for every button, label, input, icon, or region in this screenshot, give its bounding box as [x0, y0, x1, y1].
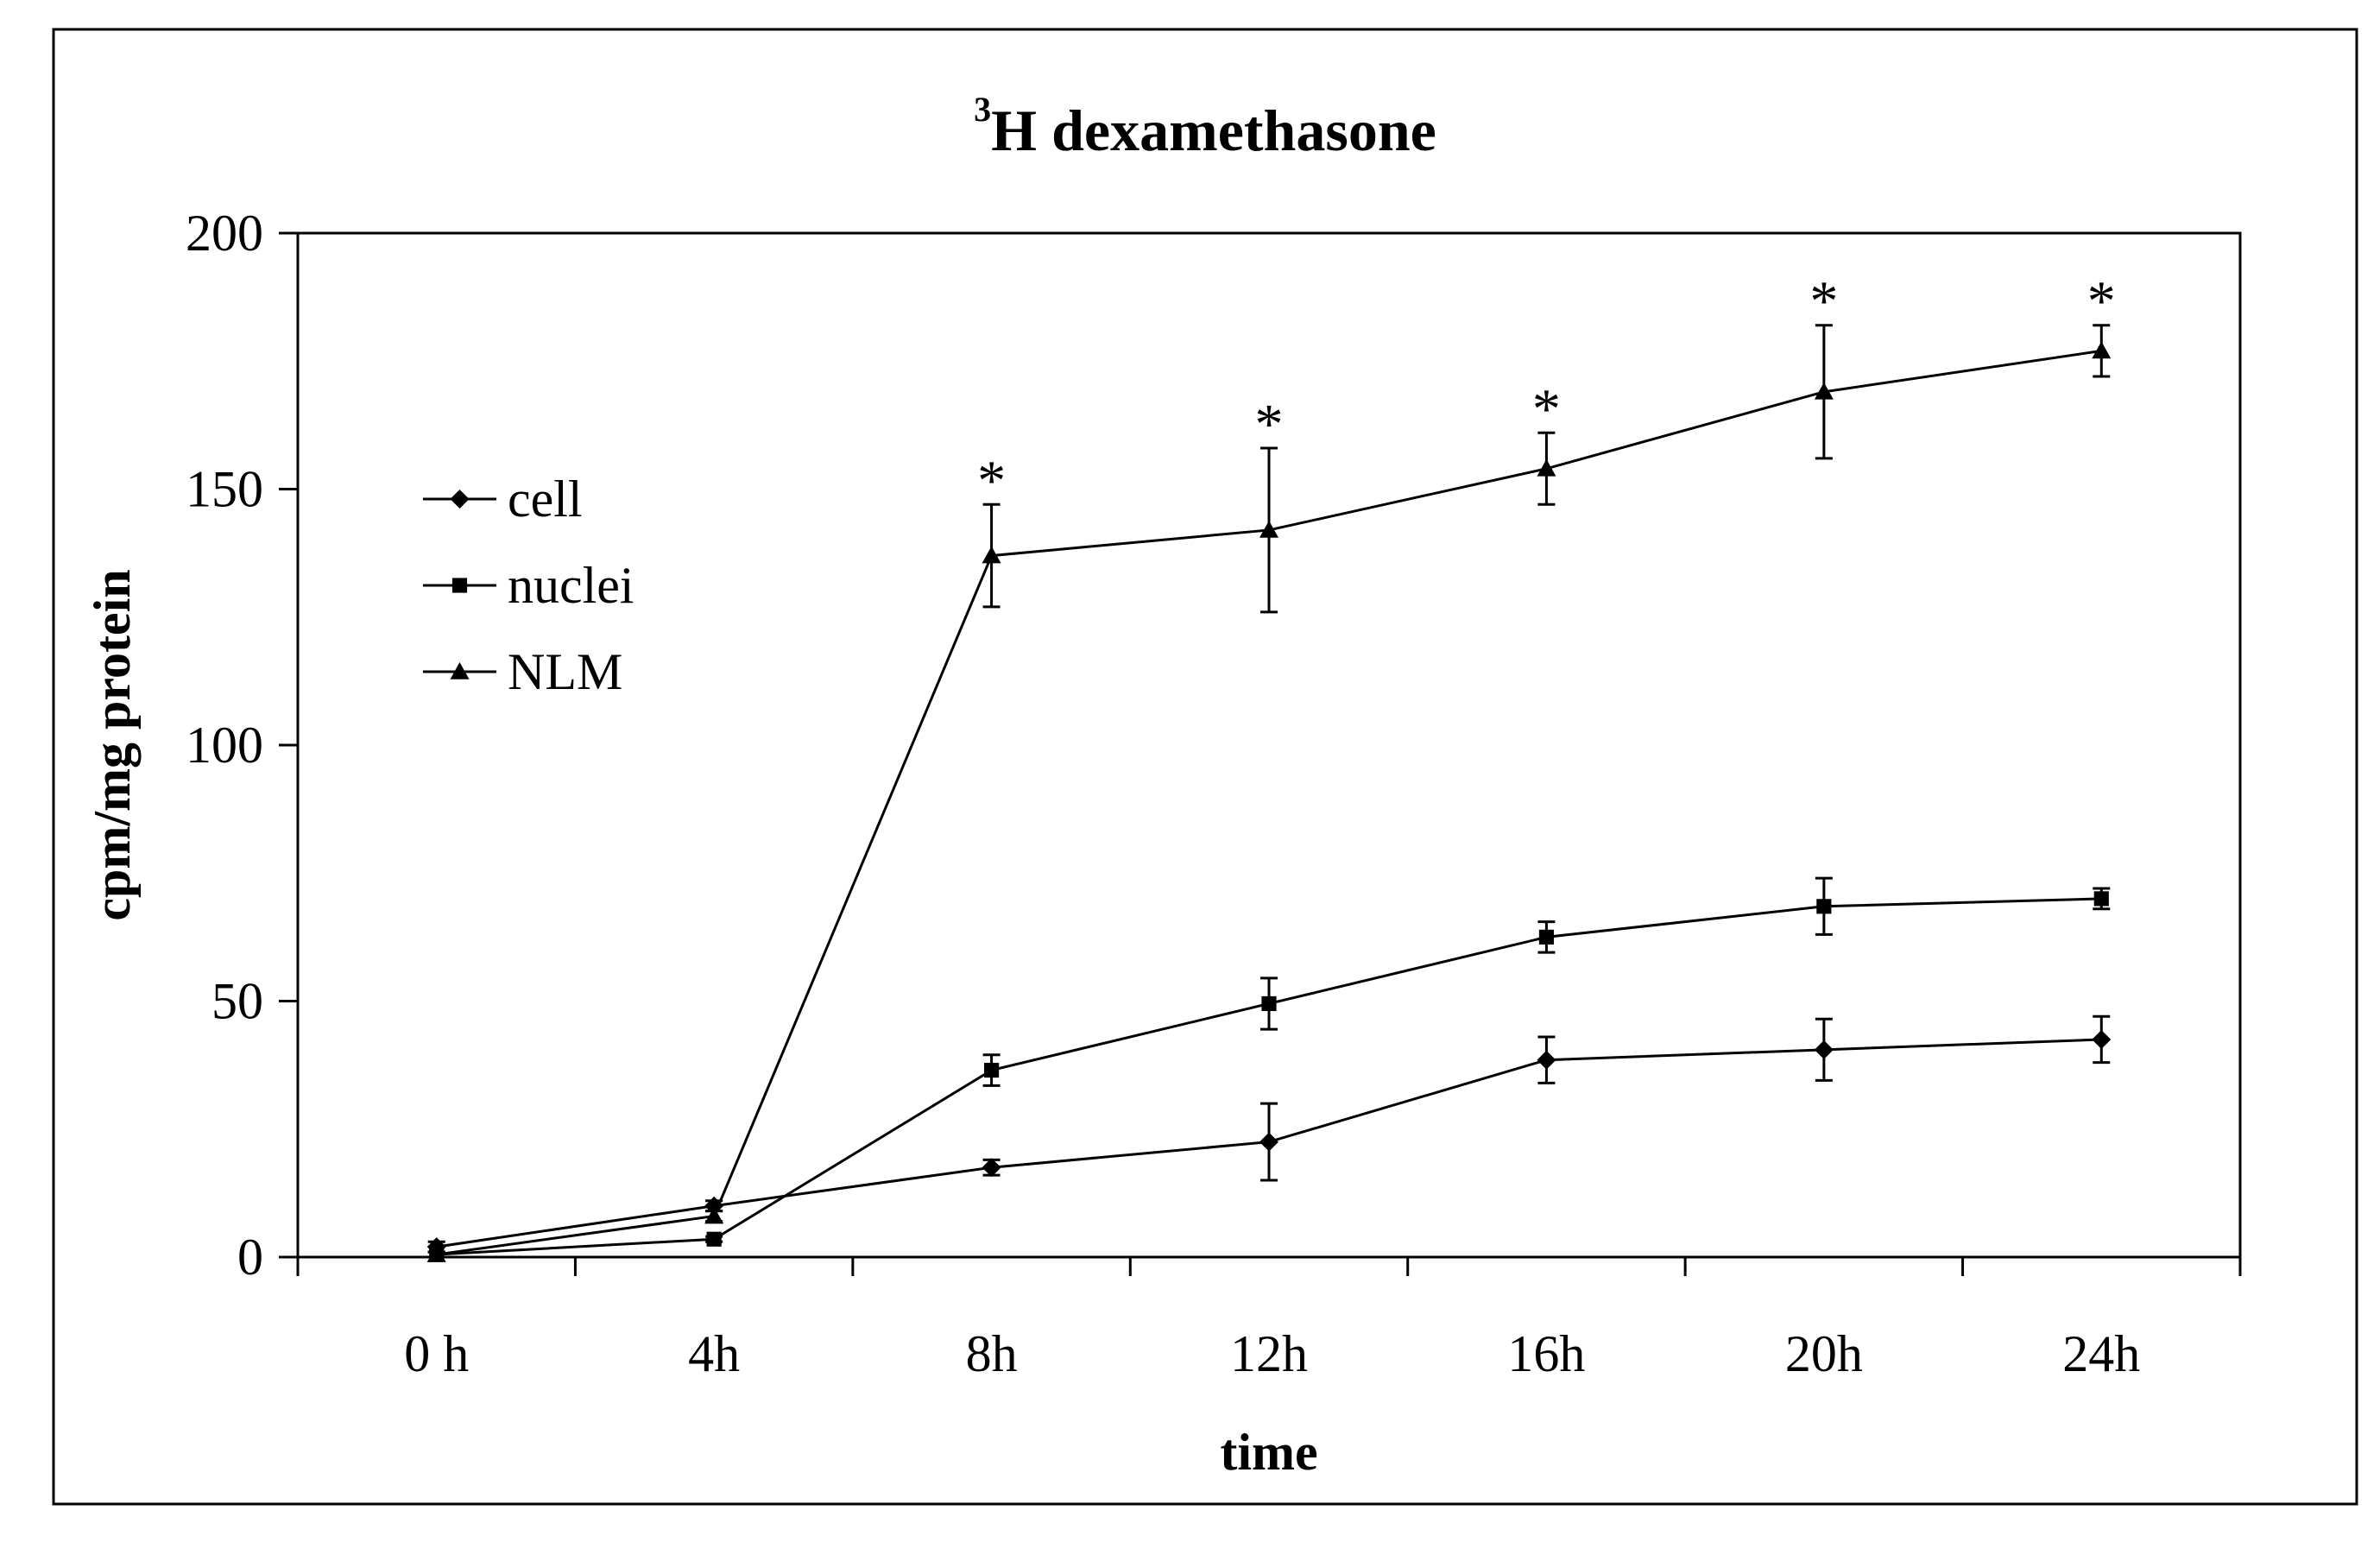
legend-marker-nlm [450, 662, 470, 679]
data-point-nlm [2092, 341, 2112, 359]
y-tick-label: 150 [186, 461, 263, 518]
chart-title: 3H dexamethasone [974, 90, 1436, 163]
data-point-cell [1537, 1050, 1556, 1070]
chart-title-text: H dexamethasone [991, 98, 1436, 163]
data-point-nuclei [2093, 891, 2109, 907]
significance-asterisk: * [2087, 270, 2116, 333]
data-point-nuclei [1261, 995, 1277, 1012]
x-tick-label: 16h [1507, 1325, 1585, 1382]
x-tick-label: 8h [966, 1325, 1018, 1382]
x-axis: 0 h 4h 8h 12h 16h 20h 24h [296, 1257, 2242, 1382]
x-tick-label: 12h [1230, 1325, 1308, 1382]
significance-asterisk: * [1809, 270, 1838, 333]
legend-label-cell: cell [508, 471, 583, 528]
data-point-nuclei [983, 1062, 1000, 1078]
data-point-cell [704, 1196, 724, 1216]
data-point-nlm [1537, 458, 1556, 477]
y-tick-label: 100 [186, 717, 263, 774]
y-tick-label: 200 [186, 205, 263, 262]
y-tick-label: 50 [211, 973, 263, 1030]
significance-asterisk: * [1532, 377, 1561, 440]
y-axis: 0 50 100 150 200 [186, 205, 298, 1286]
legend-label-nuclei: nuclei [508, 557, 634, 614]
legend-label-nlm: NLM [508, 643, 622, 700]
data-point-nlm [982, 546, 1001, 564]
y-tick-label: 0 [237, 1229, 263, 1286]
significance-asterisk: * [1255, 393, 1284, 456]
legend-marker-nuclei [451, 578, 468, 593]
x-tick-label: 4h [688, 1325, 740, 1382]
chart-title-superscript: 3 [974, 90, 991, 129]
x-tick-label: 0 h [404, 1325, 469, 1382]
data-point-cell [1259, 1132, 1278, 1152]
data-point-nlm [1259, 520, 1278, 538]
y-axis-title: cpm/mg protein [84, 569, 141, 920]
data-point-nuclei [1538, 929, 1555, 945]
error-bars [427, 324, 2111, 1259]
x-tick-label: 24h [2062, 1325, 2140, 1382]
data-point-nuclei [706, 1231, 722, 1247]
legend: cell nuclei NLM [423, 471, 634, 700]
x-axis-title: time [1220, 1424, 1317, 1481]
data-point-cell [2092, 1029, 2112, 1049]
outer-border [52, 28, 2358, 1506]
data-point-nuclei [1816, 899, 1832, 914]
data-point-nlm [426, 1245, 446, 1262]
significance-asterisk: * [977, 449, 1006, 512]
data-point-cell [1814, 1040, 1834, 1059]
significance-marks: * * * * * [977, 270, 2116, 513]
data-point-nlm [704, 1206, 724, 1224]
series-line-nuclei [436, 897, 2102, 1256]
data-point-nlm [1814, 382, 1834, 400]
series-markers [426, 341, 2112, 1262]
x-tick-label: 20h [1785, 1325, 1863, 1382]
data-point-cell [982, 1158, 1001, 1178]
legend-marker-cell [450, 490, 470, 509]
